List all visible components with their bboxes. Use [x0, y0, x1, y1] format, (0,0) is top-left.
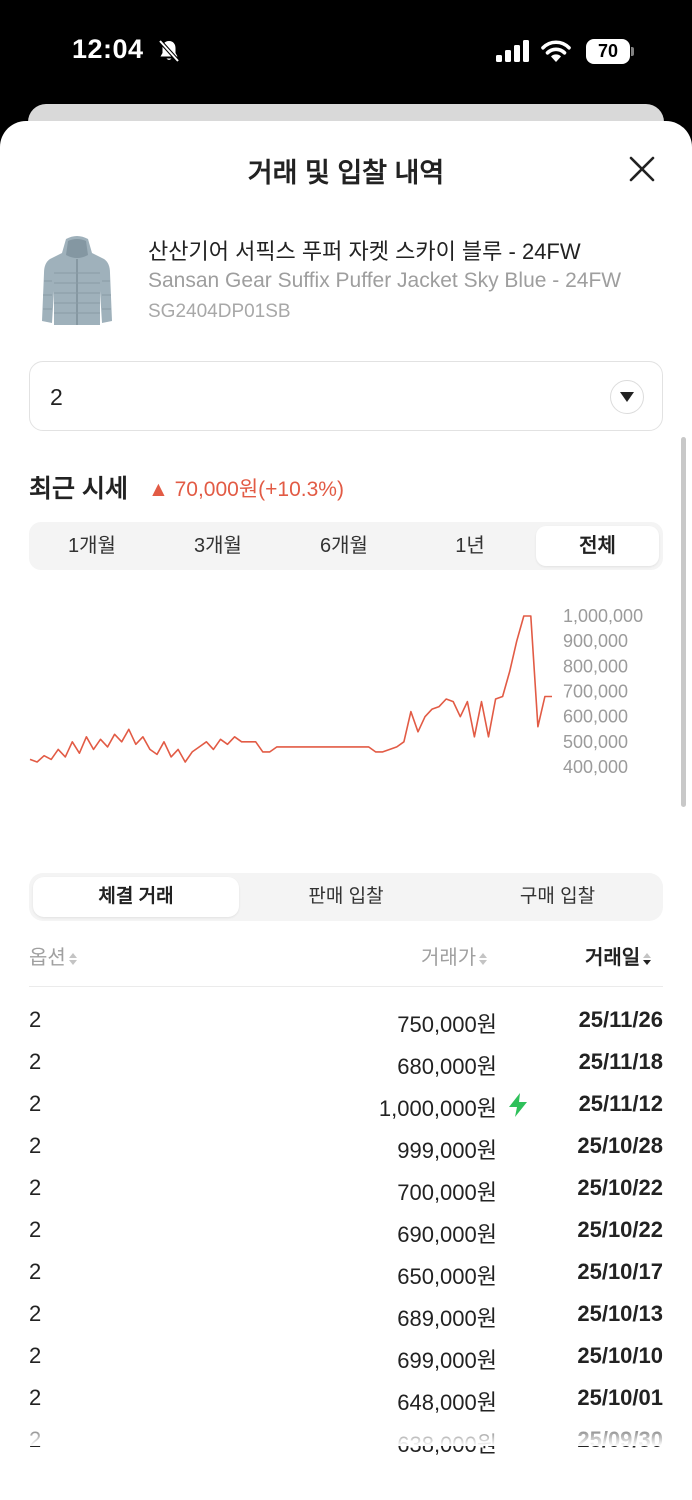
row-date: 25/10/28 — [577, 1133, 663, 1158]
table-row: 2 999,000원 25/10/28 — [29, 1127, 663, 1169]
battery-icon: 70 — [586, 39, 634, 64]
wifi-icon — [541, 40, 571, 62]
row-option: 2 — [29, 1007, 42, 1032]
dropdown-button[interactable] — [610, 380, 644, 414]
table-row: 2 699,000원 25/10/10 — [29, 1337, 663, 1379]
row-option: 2 — [29, 1217, 42, 1242]
row-date: 25/10/17 — [577, 1259, 663, 1284]
row-price: 750,000원 — [397, 1012, 497, 1037]
table-row: 2 1,000,000원 25/11/12 — [29, 1085, 663, 1127]
y-tick-label: 600,000 — [563, 707, 628, 727]
size-select-value: 2 — [50, 384, 63, 410]
row-date: 25/10/13 — [577, 1301, 663, 1326]
row-option: 2 — [29, 1091, 42, 1116]
row-price: 690,000원 — [397, 1222, 497, 1247]
row-price: 1,000,000원 — [378, 1096, 497, 1121]
table-row: 2 648,000원 25/10/01 — [29, 1379, 663, 1421]
tab-3-months[interactable]: 3개월 — [194, 535, 242, 557]
row-option: 2 — [29, 1385, 42, 1410]
product-name-korean: 산산기어 서픽스 푸퍼 자켓 스카이 블루 - 24FW — [148, 239, 581, 264]
recent-price-heading: 최근 시세 — [29, 475, 128, 503]
row-price: 699,000원 — [397, 1348, 497, 1373]
product-thumbnail — [42, 236, 112, 325]
status-time: 12:04 — [72, 34, 144, 64]
period-tabs: 1개월 3개월 6개월 1년 전체 — [29, 522, 663, 570]
table-row: 2 750,000원 25/11/26 — [29, 1001, 663, 1043]
scrollbar[interactable] — [681, 437, 686, 807]
row-price: 650,000원 — [397, 1264, 497, 1289]
y-tick-label: 1,000,000 — [563, 606, 643, 626]
bell-muted-icon — [158, 39, 180, 63]
trade-table-header: 옵션 거래가 거래일 — [29, 939, 663, 987]
row-price: 648,000원 — [397, 1390, 497, 1415]
column-date-label: 거래일 — [585, 947, 641, 969]
row-price: 689,000원 — [397, 1306, 497, 1331]
row-date: 25/11/12 — [578, 1091, 663, 1116]
table-row: 2 700,000원 25/10/22 — [29, 1169, 663, 1211]
y-tick-label: 700,000 — [563, 682, 628, 702]
price-change: ▲ 70,000원(+10.3%) — [148, 478, 344, 501]
row-date: 25/10/10 — [577, 1343, 663, 1368]
row-price: 999,000원 — [397, 1138, 497, 1163]
cellular-signal-icon — [496, 40, 529, 62]
tab-1-year[interactable]: 1년 — [455, 535, 485, 557]
row-option: 2 — [29, 1175, 42, 1200]
sort-icon — [68, 952, 77, 965]
tab-all[interactable]: 전체 — [536, 526, 659, 566]
trade-type-tabs: 체결 거래 판매 입찰 구매 입찰 — [29, 873, 663, 921]
close-icon[interactable] — [628, 155, 656, 183]
scroll-fade — [0, 1416, 692, 1446]
sort-icon — [479, 952, 488, 965]
y-tick-label: 500,000 — [563, 732, 628, 752]
product-code: SG2404DP01SB — [148, 301, 291, 322]
row-date: 25/10/22 — [577, 1175, 663, 1200]
row-date: 25/10/01 — [577, 1385, 663, 1410]
column-option[interactable]: 옵션 — [29, 941, 78, 970]
table-row: 2 690,000원 25/10/22 — [29, 1211, 663, 1253]
y-tick-label: 400,000 — [563, 757, 628, 777]
row-option: 2 — [29, 1049, 42, 1074]
battery-level: 70 — [586, 39, 630, 64]
y-tick-label: 900,000 — [563, 631, 628, 651]
tab-6-months[interactable]: 6개월 — [320, 535, 368, 557]
row-date: 25/11/26 — [578, 1007, 663, 1032]
price-chart: 1,000,000 900,000 800,000 700,000 600,000 500… — [29, 606, 643, 777]
sort-desc-icon — [643, 952, 652, 965]
tab-1-month[interactable]: 1개월 — [68, 535, 116, 557]
table-row: 2 689,000원 25/10/13 — [29, 1295, 663, 1337]
row-price: 700,000원 — [397, 1180, 497, 1205]
tab-completed-trades[interactable]: 체결 거래 — [33, 877, 239, 917]
row-date: 25/11/18 — [578, 1049, 663, 1074]
table-row: 2 650,000원 25/10/17 — [29, 1253, 663, 1295]
lightning-bolt-icon — [509, 1093, 527, 1117]
row-option: 2 — [29, 1259, 42, 1284]
size-select[interactable]: 2 — [29, 361, 663, 431]
row-date: 25/10/22 — [577, 1217, 663, 1242]
tab-sell-bids[interactable]: 판매 입찰 — [308, 886, 384, 907]
column-price[interactable]: 거래가 — [421, 941, 488, 970]
caret-down-icon — [620, 392, 634, 402]
sheet-title: 거래 및 입찰 내역 — [247, 158, 445, 188]
row-option: 2 — [29, 1301, 42, 1326]
row-option: 2 — [29, 1133, 42, 1158]
row-price: 680,000원 — [397, 1054, 497, 1079]
column-date[interactable]: 거래일 — [585, 941, 652, 970]
price-line — [29, 615, 552, 763]
row-option: 2 — [29, 1343, 42, 1368]
tab-buy-bids[interactable]: 구매 입찰 — [519, 886, 596, 907]
table-row: 2 680,000원 25/11/18 — [29, 1043, 663, 1085]
product-name-english: Sansan Gear Suffix Puffer Jacket Sky Blu… — [148, 269, 622, 292]
column-price-label: 거래가 — [421, 947, 477, 969]
status-bar: 12:04 70 — [0, 0, 692, 104]
column-option-label: 옵션 — [29, 947, 66, 969]
y-tick-label: 800,000 — [563, 656, 628, 676]
trade-history-sheet: 거래 및 입찰 내역 산산기어 서픽스 푸퍼 자켓 스카이 블루 - 24FW … — [0, 121, 692, 1500]
